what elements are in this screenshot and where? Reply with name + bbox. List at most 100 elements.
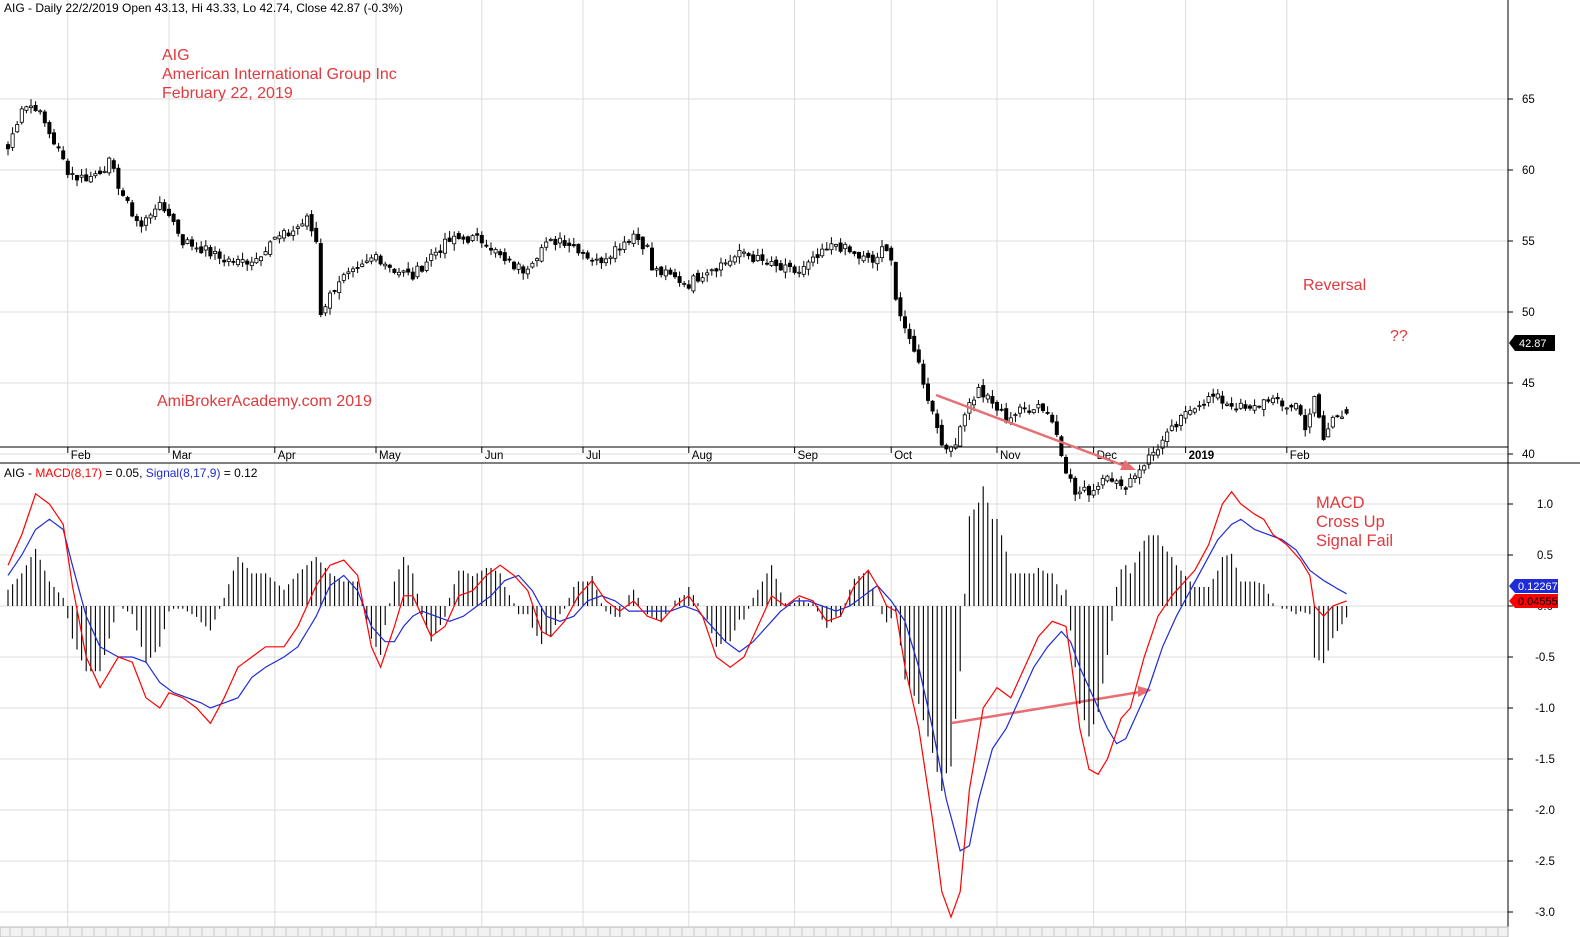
- candle: [392, 268, 397, 275]
- candle: [907, 323, 912, 345]
- candle: [645, 243, 650, 248]
- time-scroller[interactable]: [0, 926, 1509, 937]
- price-tick-label: 65: [1522, 94, 1535, 106]
- candle: [544, 237, 549, 251]
- candle: [226, 256, 231, 267]
- candle: [171, 212, 176, 226]
- candle: [1179, 413, 1184, 431]
- candle: [38, 109, 43, 115]
- candle: [107, 156, 112, 176]
- candle: [323, 303, 328, 317]
- candle: [815, 248, 820, 264]
- candle: [203, 240, 208, 257]
- candle: [1188, 405, 1193, 416]
- candle: [121, 187, 126, 197]
- month-tick-label: Feb: [1290, 450, 1310, 462]
- candle: [1257, 405, 1262, 409]
- price-divergence-arrow: [935, 393, 1136, 470]
- candle: [1128, 473, 1133, 488]
- candle: [834, 243, 839, 251]
- candle: [88, 171, 93, 184]
- candle: [1013, 412, 1018, 423]
- price-candles: [6, 99, 1349, 502]
- month-tick-label: Oct: [894, 450, 913, 462]
- price-tick-label: 40: [1522, 449, 1535, 461]
- candle: [1137, 464, 1142, 485]
- candle: [1064, 454, 1069, 475]
- candle: [1271, 394, 1276, 406]
- candle: [479, 231, 484, 248]
- candle: [576, 243, 581, 256]
- candle: [755, 248, 760, 262]
- candle: [498, 248, 503, 259]
- candle: [847, 244, 852, 254]
- candle: [28, 99, 33, 114]
- candle: [806, 259, 811, 276]
- signal-value-label: 0.12267: [1518, 581, 1558, 593]
- candle: [1248, 404, 1253, 411]
- candle: [999, 403, 1004, 412]
- candle: [599, 256, 604, 269]
- candle: [1225, 401, 1230, 407]
- chart-header: AIG - Daily 22/2/2019 Open 43.13, Hi 43.…: [4, 1, 403, 15]
- candle: [636, 227, 641, 245]
- candle: [530, 261, 535, 269]
- candle: [1197, 400, 1202, 411]
- candle: [75, 174, 80, 187]
- candle: [401, 269, 406, 277]
- candle: [291, 225, 296, 241]
- candle: [838, 238, 843, 254]
- candle: [723, 258, 728, 266]
- candle: [976, 383, 981, 399]
- candle: [1041, 402, 1046, 414]
- candle: [373, 251, 378, 263]
- candle: [884, 243, 889, 252]
- candle: [245, 258, 250, 271]
- candle: [1289, 403, 1294, 412]
- annotation-symbol: AIG: [162, 47, 190, 64]
- candle: [673, 268, 678, 280]
- candle: [746, 251, 751, 260]
- candle: [581, 249, 586, 260]
- candle: [134, 213, 139, 227]
- candle: [350, 266, 355, 278]
- month-tick-label: Dec: [1097, 450, 1118, 462]
- candle: [15, 120, 20, 134]
- candle: [1275, 392, 1280, 404]
- candle: [415, 262, 420, 280]
- candle: [1284, 406, 1289, 415]
- candle: [1183, 405, 1188, 424]
- candle: [995, 400, 1000, 416]
- candle: [820, 243, 825, 258]
- candle: [953, 438, 958, 450]
- candle: [558, 232, 563, 249]
- candle: [231, 257, 236, 266]
- candle: [512, 260, 517, 271]
- annotation-company: American International Group Inc: [162, 66, 397, 83]
- candle: [235, 255, 240, 267]
- candle: [240, 252, 245, 267]
- candle: [1100, 474, 1105, 489]
- candle: [1073, 476, 1078, 501]
- macd-tick-label: -0.5: [1535, 652, 1555, 664]
- annotation-cross-up: Cross Up: [1316, 513, 1385, 531]
- candle: [880, 239, 885, 263]
- candle: [663, 265, 668, 281]
- candle: [1133, 472, 1138, 483]
- candle: [958, 424, 963, 447]
- candle: [525, 265, 530, 279]
- candle: [650, 242, 655, 271]
- candle: [1312, 395, 1317, 417]
- candle: [148, 212, 153, 224]
- candle: [10, 127, 15, 151]
- candle: [930, 399, 935, 415]
- candle: [378, 254, 383, 266]
- candle: [1234, 402, 1239, 413]
- candle: [33, 101, 38, 112]
- candle: [1266, 396, 1271, 404]
- candle: [1344, 406, 1349, 416]
- candle: [700, 272, 705, 284]
- candle: [309, 210, 314, 237]
- candle: [640, 236, 645, 255]
- price-tick-label: 45: [1522, 378, 1535, 390]
